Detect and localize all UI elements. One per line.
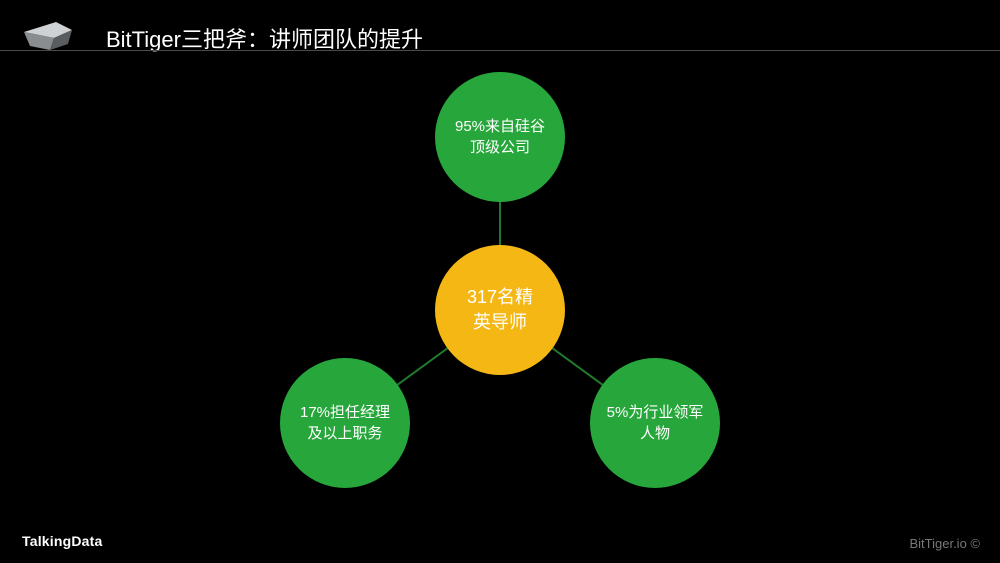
outer-node-label: 17%担任经理及以上职务	[290, 402, 400, 444]
instructor-team-diagram: 317名精英导师 95%来自硅谷顶级公司 17%担任经理及以上职务 5%为行业领军人物	[0, 55, 1000, 535]
title-underline	[0, 50, 1000, 51]
center-node: 317名精英导师	[435, 245, 565, 375]
outer-node-label: 5%为行业领军人物	[597, 402, 714, 444]
footer-left-brand: TalkingData	[22, 533, 103, 549]
outer-node-left: 17%担任经理及以上职务	[280, 358, 410, 488]
center-node-label: 317名精英导师	[457, 285, 543, 335]
footer-right-brand: BitTiger.io ©	[909, 536, 980, 551]
outer-node-top: 95%来自硅谷顶级公司	[435, 72, 565, 202]
outer-node-right: 5%为行业领军人物	[590, 358, 720, 488]
outer-node-label: 95%来自硅谷顶级公司	[445, 116, 555, 158]
